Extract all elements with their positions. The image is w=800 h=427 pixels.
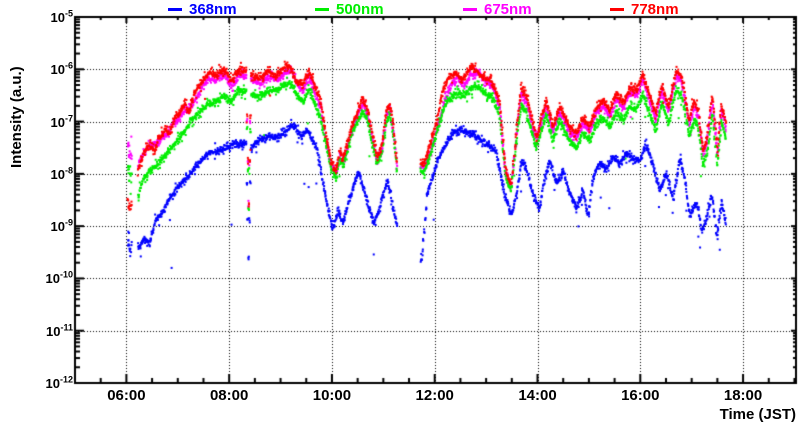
legend-label-368nm: 368nm xyxy=(189,1,237,18)
y-tick-label-1e-10: 10-10 xyxy=(45,269,73,287)
legend-label-675nm: 675nm xyxy=(484,1,532,18)
legend-label-778nm: 778nm xyxy=(631,1,679,18)
legend-item-500nm: 500nm xyxy=(315,0,384,19)
y-tick-label-1e-12: 10-12 xyxy=(45,374,73,391)
x-tick-label-18:00: 18:00 xyxy=(723,387,763,404)
legend-item-675nm: 675nm xyxy=(463,0,532,19)
y-tick-label-1e-9: 10-9 xyxy=(50,217,73,234)
legend-label-500nm: 500nm xyxy=(336,1,384,18)
x-tick-label-16:00: 16:00 xyxy=(621,387,660,404)
y-tick-label-1e-7: 10-7 xyxy=(50,113,73,130)
legend-marker-675nm xyxy=(463,8,477,11)
x-tick-label-08:00: 08:00 xyxy=(209,387,249,404)
legend-marker-368nm xyxy=(168,8,182,11)
chart-legend: 368nm 500nm 675nm 778nm xyxy=(0,0,800,19)
x-tick-label-14:00: 14:00 xyxy=(518,387,557,404)
x-tick-label-06:00: 06:00 xyxy=(107,387,146,404)
y-tick-label-1e-11: 10-11 xyxy=(46,322,73,339)
y-axis-title: Intensity (a.u.) xyxy=(8,66,25,168)
x-tick-label-10:00: 10:00 xyxy=(312,387,352,404)
legend-item-368nm: 368nm xyxy=(168,0,237,19)
y-tick-label-1e-5: 10-5 xyxy=(50,8,73,25)
legend-item-778nm: 778nm xyxy=(610,0,679,19)
y-tick-label-1e-8: 10-8 xyxy=(50,165,73,182)
x-axis-title: Time (JST) xyxy=(719,406,796,423)
legend-marker-778nm xyxy=(610,8,624,11)
legend-marker-500nm xyxy=(315,8,329,11)
y-tick-label-1e-6: 10-6 xyxy=(50,60,73,78)
x-tick-label-12:00: 12:00 xyxy=(415,387,454,404)
